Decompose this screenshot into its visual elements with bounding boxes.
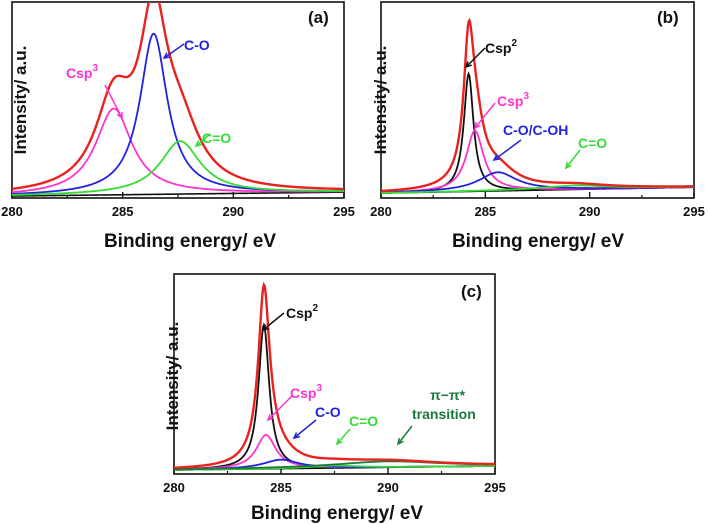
annotation-csp2: Csp2: [286, 303, 318, 321]
annotation-arrowhead: [266, 414, 274, 422]
annotation-c-o: C=O: [202, 130, 231, 146]
y-axis-label: Intensity/ a.u.: [371, 46, 390, 155]
annotation-c-o-c-oh: C-O/C-OH: [503, 122, 568, 138]
annotation-leader: [336, 428, 351, 445]
x-tick-label: 280: [1, 204, 23, 219]
annotation-c-o: C=O: [349, 413, 378, 429]
curves: [174, 281, 495, 471]
annotation--transition: π−π*: [430, 387, 466, 403]
annotation-leader: [565, 149, 581, 169]
annotation-leader: [465, 47, 486, 68]
x-tick-label: 280: [370, 204, 392, 219]
envelope-curve: [12, 2, 344, 191]
x-axis-label: Binding energy/ eV: [452, 231, 624, 252]
x-tick-label: 295: [683, 204, 705, 219]
annotation-csp2: Csp2: [485, 38, 517, 56]
envelope-curve: [381, 17, 694, 193]
background-line: [12, 191, 344, 197]
plot-frame: [11, 1, 345, 199]
x-tick-label: 290: [579, 204, 601, 219]
x-axis-label: Binding energy/ eV: [251, 503, 423, 524]
annotation-arrowhead: [292, 432, 301, 440]
annotation-arrowhead: [492, 154, 501, 162]
curves: [381, 17, 694, 194]
annotation-leader: [104, 84, 123, 119]
x-tick-label: 290: [222, 204, 244, 219]
x-axis-label: Binding energy/ eV: [104, 231, 276, 252]
xps-panel-1: 280 285 290 295 Binding energy/ eV Intensity/…: [1, 1, 355, 252]
panel-label: (c): [461, 282, 482, 301]
annotation-arrowhead: [464, 61, 472, 69]
x-tick-label: 285: [112, 204, 134, 219]
annotation-arrowhead: [116, 111, 123, 120]
peak-csp3: [381, 129, 694, 194]
annotation-arrowhead: [335, 438, 343, 446]
annotation-leader: [493, 139, 522, 161]
annotation-leader: [163, 43, 185, 59]
annotation-arrowhead: [564, 161, 572, 170]
annotation-leader: [267, 394, 294, 421]
annotation-c-o: C-O: [184, 37, 210, 53]
annotation-arrowhead: [396, 437, 404, 446]
annotation-leader: [293, 419, 317, 439]
x-tick-label: 280: [163, 480, 185, 495]
annotation--transition: transition: [412, 406, 476, 422]
peak-csp3: [12, 107, 344, 194]
annotation-csp3: Csp3: [497, 91, 529, 109]
x-tick-label: 295: [333, 204, 355, 219]
plot-frame: [173, 273, 496, 475]
x-tick-label: 290: [377, 480, 399, 495]
x-tick-label: 285: [270, 480, 292, 495]
xps-panel-2: 280 285 290 295 Binding energy/ eV Intensity/…: [370, 1, 705, 252]
panel-label: (b): [657, 8, 679, 27]
annotation-csp3: Csp3: [66, 63, 98, 81]
y-axis-label: Intensity/ a.u.: [163, 322, 182, 431]
annotation-arrowhead: [473, 121, 481, 130]
annotation-arrowhead: [162, 52, 171, 59]
envelope-curve: [174, 281, 495, 469]
annotation-c-o: C-O: [315, 404, 341, 420]
x-tick-label: 295: [484, 480, 506, 495]
annotation-arrowhead: [194, 140, 202, 148]
curves: [12, 2, 344, 197]
y-axis-label: Intensity/ a.u.: [11, 46, 30, 155]
annotation-leader: [195, 133, 211, 147]
annotation-csp3: Csp3: [290, 383, 322, 401]
peak-c-o: [12, 140, 344, 196]
annotation-leader: [397, 425, 413, 445]
annotation-leader: [262, 312, 285, 331]
panel-label: (a): [308, 8, 329, 27]
annotation-leader: [474, 102, 496, 129]
plot-frame: [380, 1, 695, 199]
peak-c-o: [12, 32, 344, 195]
xps-panel-3: 280 285 290 295 Binding energy/ eV Intensity/…: [163, 273, 506, 524]
annotation-c-o: C=O: [578, 135, 607, 151]
x-tick-label: 285: [474, 204, 496, 219]
annotation-arrowhead: [261, 324, 270, 332]
